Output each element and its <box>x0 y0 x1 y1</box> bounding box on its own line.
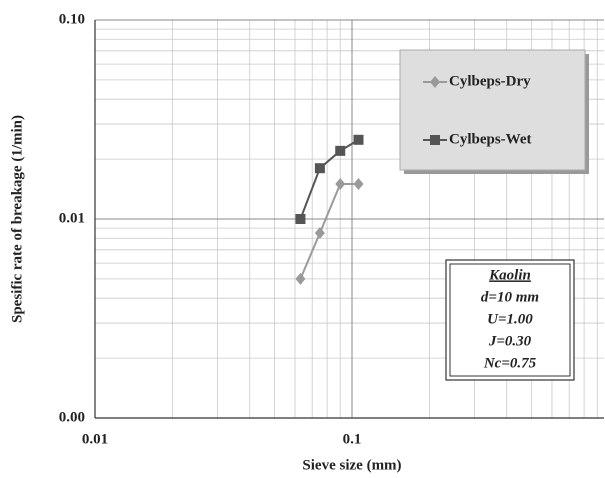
legend-label: Cylbeps-Wet <box>449 131 532 147</box>
y-tick-label: 0.10 <box>59 11 85 27</box>
legend <box>399 49 586 171</box>
data-point <box>335 177 346 190</box>
x-tick-label: 0.1 <box>343 431 362 447</box>
annotation-text: U=1.00 <box>487 311 533 327</box>
data-point <box>314 163 325 174</box>
annotation-text: d=10 mm <box>481 289 539 305</box>
annotation-text: Kaolin <box>488 267 531 283</box>
series-line <box>299 182 359 280</box>
data-point <box>314 227 325 240</box>
data-point <box>353 177 364 190</box>
y-tick-label: 0.01 <box>59 210 85 226</box>
y-tick-label: 0.00 <box>59 409 85 425</box>
legend-label: Cylbeps-Dry <box>449 73 531 89</box>
annotation-box-inner <box>449 263 571 377</box>
data-point <box>295 272 306 285</box>
x-axis-label: Sieve size (mm) <box>302 457 401 473</box>
annotation-text: J=0.30 <box>488 333 532 349</box>
legend-marker <box>430 135 440 145</box>
data-point <box>335 145 346 156</box>
data-point <box>353 134 364 145</box>
annotation-box <box>445 259 575 381</box>
data-point <box>295 214 306 224</box>
series-line <box>299 138 360 220</box>
y-axis-label: Spesific rate of breakage (1/min) <box>9 115 25 323</box>
x-tick-label: 0.01 <box>82 431 108 447</box>
legend-marker <box>430 76 440 88</box>
annotation-text: Nc=0.75 <box>483 355 537 371</box>
